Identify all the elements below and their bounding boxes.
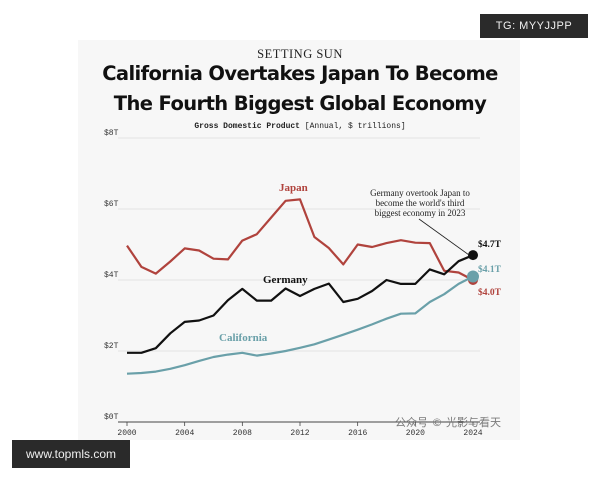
end-point-germany xyxy=(468,250,478,261)
x-tick-label: 2004 xyxy=(175,429,194,438)
y-axis-ticks: $0T $2T $4T $6T $8T xyxy=(104,129,119,422)
annotation-line-1: Germany overtook Japan to xyxy=(370,188,470,198)
chart-subtitle: Gross Domestic Product [Annual, $ trilli… xyxy=(80,122,520,131)
site-badge: www.topmls.com xyxy=(12,440,130,468)
series-labels: Japan Germany California $4.7T $4.1T $4.0T xyxy=(219,182,502,344)
series-label-germany: Germany xyxy=(263,274,308,286)
y-tick-label: $4T xyxy=(104,271,119,280)
x-tick-label: 2008 xyxy=(233,429,252,438)
y-tick-label: $6T xyxy=(104,200,119,209)
annotation-line-2: become the world's third xyxy=(376,198,465,208)
x-tick-label: 2016 xyxy=(348,429,367,438)
end-label-california: $4.1T xyxy=(478,264,502,275)
tg-badge: TG: MYYJJPP xyxy=(480,14,588,38)
chart-title-line-1: California Overtakes Japan To Become xyxy=(102,62,498,85)
x-tick-label: 2024 xyxy=(463,429,482,438)
y-tick-label: $8T xyxy=(104,129,119,138)
x-tick-label: 2000 xyxy=(117,429,136,438)
watermark-text: 公众号 © 光影与看天 xyxy=(395,415,501,429)
annotation-line-3: biggest economy in 2023 xyxy=(375,208,466,218)
y-tick-label: $2T xyxy=(104,342,119,351)
series-line-california xyxy=(126,275,474,375)
grid xyxy=(118,137,480,423)
chart-card xyxy=(78,40,520,440)
annotation-pointer xyxy=(418,218,470,256)
series-label-california: California xyxy=(219,332,268,344)
series-line-japan xyxy=(126,198,474,281)
chart-title-line-2: The Fourth Biggest Global Economy xyxy=(113,92,487,115)
x-axis-ticks: 2000 2004 2008 2012 2016 2020 2024 xyxy=(117,422,483,438)
series-label-japan: Japan xyxy=(279,182,308,194)
x-tick-label: 2020 xyxy=(406,429,425,438)
kicker: SETTING SUN xyxy=(257,47,343,61)
end-label-japan: $4.0T xyxy=(478,287,502,298)
end-point-california xyxy=(467,270,479,283)
end-label-germany: $4.7T xyxy=(478,239,502,250)
subtitle-units: [Annual, $ trillions] xyxy=(304,122,406,131)
y-tick-label: $0T xyxy=(104,413,119,422)
series-line-germany xyxy=(127,254,474,354)
x-tick-label: 2012 xyxy=(290,429,309,438)
series-lines xyxy=(126,198,479,375)
subtitle-main: Gross Domestic Product xyxy=(194,122,300,131)
